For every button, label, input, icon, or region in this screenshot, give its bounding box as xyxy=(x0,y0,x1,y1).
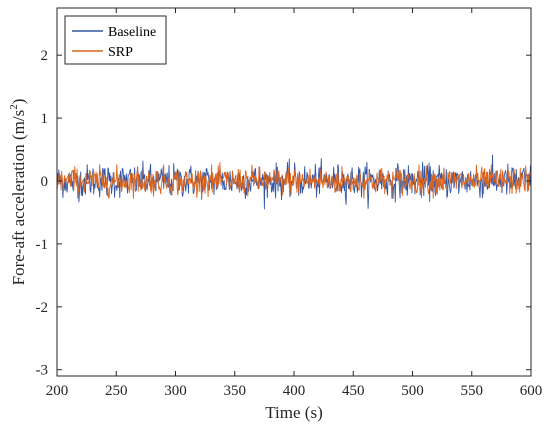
x-tick-label: 200 xyxy=(46,383,69,399)
y-tick-label: -2 xyxy=(36,300,49,316)
y-axis-label-close: ) xyxy=(9,99,28,105)
x-axis-label: Time (s) xyxy=(265,403,322,422)
series-line-srp xyxy=(56,162,532,199)
legend-label-baseline: Baseline xyxy=(108,25,156,40)
y-axis: -3 -2 -1 0 1 2 xyxy=(36,48,531,379)
y-axis-label: Fore-aft acceleration (m/s2) xyxy=(8,99,28,286)
y-axis-label-superscript: 2 xyxy=(8,104,20,110)
x-axis: 200 250 300 350 400 450 500 550 600 xyxy=(46,8,543,399)
legend-label-srp: SRP xyxy=(108,45,133,60)
legend: Baseline SRP xyxy=(64,15,167,65)
x-tick-label: 450 xyxy=(342,383,365,399)
legend-box xyxy=(64,15,167,65)
x-tick-label: 500 xyxy=(401,383,424,399)
x-tick-label: 250 xyxy=(105,383,128,399)
plot-area xyxy=(56,154,532,210)
y-tick-label: -3 xyxy=(36,363,49,379)
y-tick-label: 0 xyxy=(41,174,49,190)
y-tick-label: 1 xyxy=(41,111,49,127)
y-axis-label-main: Fore-aft acceleration (m/s xyxy=(9,110,28,286)
x-tick-label: 300 xyxy=(164,383,187,399)
y-tick-label: 2 xyxy=(41,48,49,64)
x-tick-label: 550 xyxy=(461,383,484,399)
y-tick-label: -1 xyxy=(36,237,49,253)
x-tick-label: 350 xyxy=(224,383,247,399)
x-tick-label: 400 xyxy=(283,383,306,399)
x-tick-label: 600 xyxy=(520,383,543,399)
